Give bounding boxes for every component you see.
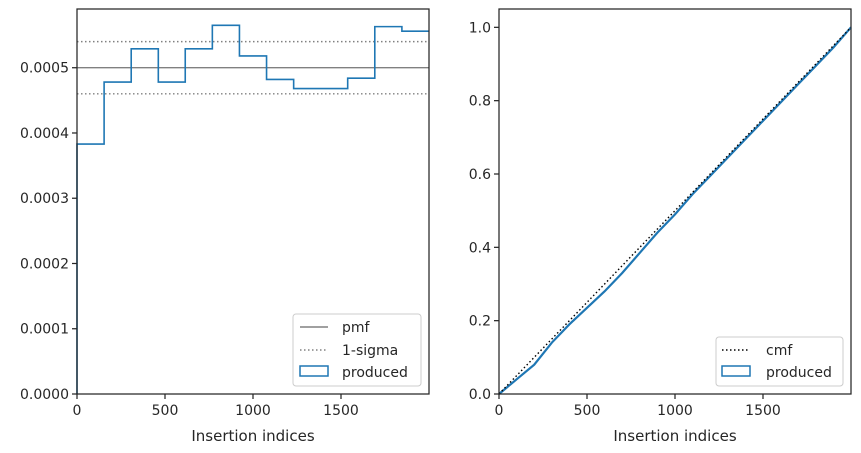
cmf-x-axis-label: Insertion indices xyxy=(613,427,736,445)
produced-histogram xyxy=(76,24,429,394)
pmf-panel: 0.0000 0.0001 0.0002 0.0003 0.0004 0.0005 0 50… xyxy=(20,8,430,445)
y-tick-label: 0.0002 xyxy=(20,256,69,272)
pmf-x-ticks: 0 500 1000 1500 xyxy=(73,394,359,419)
legend-cmf-produced-label: produced xyxy=(766,365,832,381)
cmf-legend-box xyxy=(715,336,844,387)
cmf-y-ticks: 0.0 0.2 0.4 0.6 0.8 1.0 xyxy=(469,20,499,403)
cmf-x-ticks: 0 500 1000 1500 xyxy=(495,394,781,419)
x-tick-label: 0 xyxy=(495,403,504,419)
x-tick-label: 1500 xyxy=(323,403,359,419)
y-tick-label: 0.0004 xyxy=(20,126,69,142)
cmf-legend: cmf produced xyxy=(715,336,844,387)
y-tick-label: 0.8 xyxy=(469,94,491,110)
y-tick-label: 0.6 xyxy=(469,167,491,183)
pmf-legend: pmf 1-sigma produced xyxy=(292,313,422,387)
y-tick-label: 0.2 xyxy=(469,314,491,330)
produced-cmf-line xyxy=(498,26,852,395)
y-tick-label: 0.0001 xyxy=(20,322,69,338)
pmf-legend-box xyxy=(292,313,422,387)
legend-cmf-label: cmf xyxy=(766,343,793,359)
legend-produced-label: produced xyxy=(342,365,408,381)
cmf-plot-area xyxy=(498,26,852,395)
y-tick-label: 1.0 xyxy=(469,20,491,36)
y-tick-label: 0.0003 xyxy=(20,191,69,207)
y-tick-label: 0.4 xyxy=(469,240,491,256)
y-tick-label: 0.0000 xyxy=(20,387,69,403)
x-tick-label: 0 xyxy=(73,403,82,419)
pmf-plot-area xyxy=(76,24,429,394)
legend-produced-swatch xyxy=(299,365,329,377)
cmf-axes-frame xyxy=(498,8,852,395)
legend-sigma-label: 1-sigma xyxy=(342,343,398,359)
y-tick-label: 0.0 xyxy=(469,387,491,403)
pmf-x-axis-label: Insertion indices xyxy=(191,427,314,445)
x-tick-label: 500 xyxy=(574,403,601,419)
x-tick-label: 1000 xyxy=(657,403,693,419)
x-tick-label: 1500 xyxy=(745,403,781,419)
cmf-panel: 0.0 0.2 0.4 0.6 0.8 1.0 0 500 1000 1500 Insertio… xyxy=(469,8,852,445)
legend-pmf-label: pmf xyxy=(342,320,371,336)
x-tick-label: 500 xyxy=(152,403,179,419)
y-tick-label: 0.0005 xyxy=(20,61,69,77)
legend-cmf-produced-swatch xyxy=(721,365,751,377)
pmf-y-ticks: 0.0000 0.0001 0.0002 0.0003 0.0004 0.0005 xyxy=(20,61,77,403)
cmf-line xyxy=(498,26,852,395)
x-tick-label: 1000 xyxy=(235,403,271,419)
